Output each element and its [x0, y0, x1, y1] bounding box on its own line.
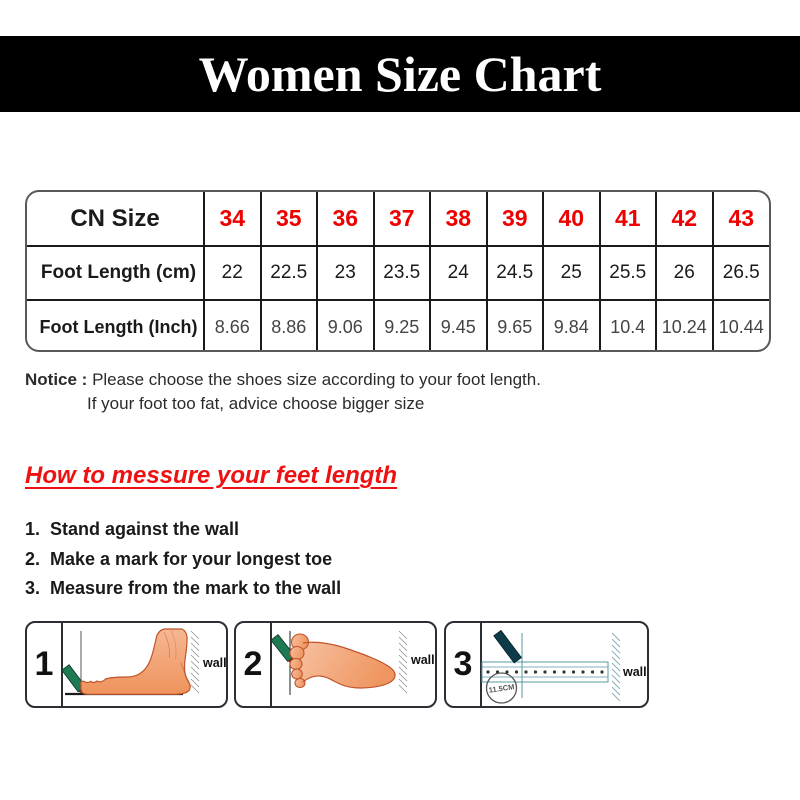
svg-text:11.5CM: 11.5CM — [488, 682, 515, 695]
svg-text:wall: wall — [410, 653, 435, 667]
svg-text:wall: wall — [202, 656, 227, 670]
svg-text:wall: wall — [622, 665, 647, 679]
